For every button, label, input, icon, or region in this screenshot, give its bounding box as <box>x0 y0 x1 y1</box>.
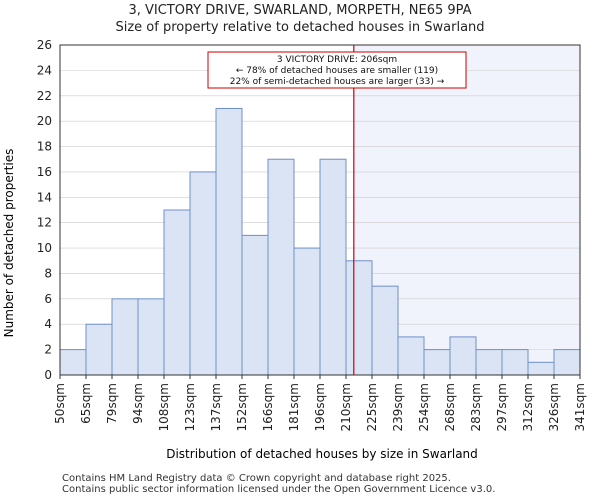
bar <box>111 298 139 376</box>
footer-line-1: Contains HM Land Registry data © Crown c… <box>62 473 451 484</box>
y-tick-label: 8 <box>44 266 52 280</box>
y-tick-label: 26 <box>37 38 52 52</box>
chart-subtitle: Size of property relative to detached ho… <box>115 20 485 35</box>
bar <box>553 349 581 376</box>
x-tick-label: 268sqm <box>443 383 457 431</box>
bar <box>371 285 399 376</box>
footer-line-2: Contains public sector information licen… <box>62 484 496 495</box>
y-tick-label: 12 <box>37 216 52 230</box>
y-tick-label: 14 <box>37 190 52 204</box>
y-axis-label: Number of detached properties <box>2 149 16 338</box>
x-tick-label: 239sqm <box>391 383 405 431</box>
x-tick-label: 79sqm <box>105 383 119 424</box>
x-tick-label: 254sqm <box>417 383 431 431</box>
x-axis-label: Distribution of detached houses by size … <box>166 447 478 461</box>
y-tick-label: 16 <box>37 165 52 179</box>
y-tick-label: 2 <box>44 343 52 357</box>
bar <box>475 349 503 376</box>
bar <box>319 158 347 376</box>
bar <box>293 247 321 376</box>
x-tick-label: 196sqm <box>313 383 327 431</box>
annotation-line-3: 22% of semi-detached houses are larger (… <box>230 77 445 87</box>
y-tick-label: 10 <box>37 241 52 255</box>
bar <box>501 349 529 376</box>
bar <box>137 298 165 376</box>
bar <box>423 349 451 376</box>
bar <box>215 107 243 376</box>
bar <box>189 171 217 376</box>
x-tick-label: 65sqm <box>79 383 93 424</box>
y-tick-label: 18 <box>37 140 52 154</box>
bar <box>241 234 269 376</box>
x-tick-label: 341sqm <box>573 383 587 431</box>
y-tick-label: 6 <box>44 292 52 306</box>
bar <box>345 260 373 376</box>
bar <box>85 323 113 376</box>
bar <box>449 336 477 376</box>
bar <box>59 349 87 376</box>
x-tick-label: 50sqm <box>53 383 67 424</box>
x-tick-label: 152sqm <box>235 383 249 431</box>
bar <box>527 361 555 376</box>
x-tick-label: 166sqm <box>261 383 275 431</box>
annotation-box <box>207 51 467 89</box>
x-tick-label: 94sqm <box>131 383 145 424</box>
x-tick-label: 225sqm <box>365 383 379 431</box>
x-tick-label: 312sqm <box>521 383 535 431</box>
bar <box>267 158 295 376</box>
annotation-line-2: ← 78% of detached houses are smaller (11… <box>236 66 438 76</box>
annotation-line-1: 3 VICTORY DRIVE: 206sqm <box>277 55 397 65</box>
x-tick-label: 137sqm <box>209 383 223 431</box>
bar <box>397 336 425 376</box>
x-tick-label: 210sqm <box>339 383 353 431</box>
y-tick-label: 4 <box>44 317 52 331</box>
x-tick-label: 181sqm <box>287 383 301 431</box>
x-tick-label: 297sqm <box>495 383 509 431</box>
x-tick-label: 108sqm <box>157 383 171 431</box>
y-tick-label: 0 <box>44 368 52 382</box>
y-tick-label: 20 <box>37 114 52 128</box>
bar <box>163 209 191 376</box>
x-tick-label: 283sqm <box>469 383 483 431</box>
y-tick-label: 24 <box>37 63 52 77</box>
x-tick-label: 123sqm <box>183 383 197 431</box>
y-tick-label: 22 <box>37 89 52 103</box>
chart-title: 3, VICTORY DRIVE, SWARLAND, MORPETH, NE6… <box>128 3 472 18</box>
x-tick-label: 326sqm <box>547 383 561 431</box>
